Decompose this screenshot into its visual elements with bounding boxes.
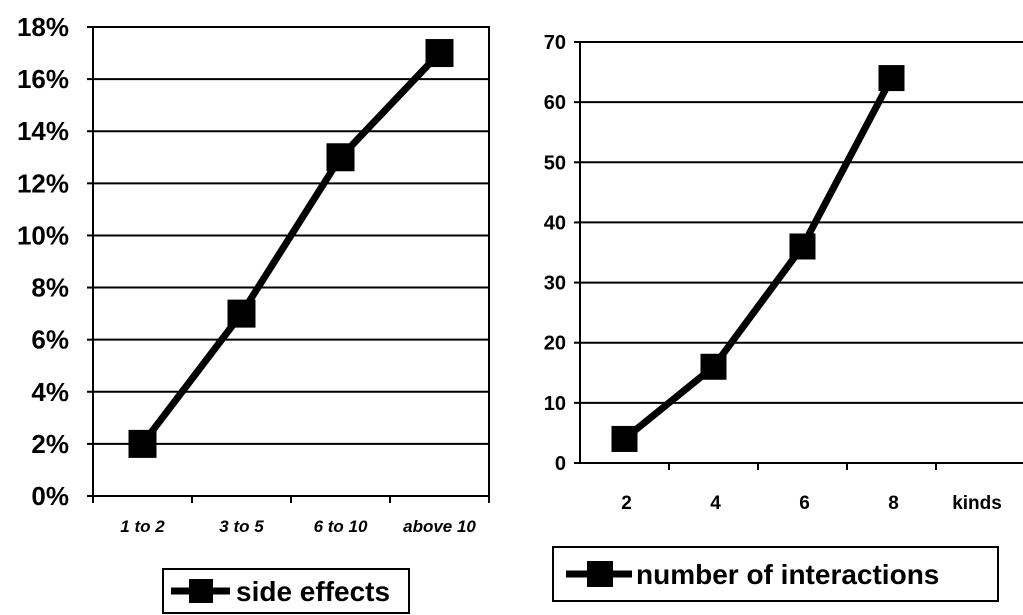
y-tick-label: 18% [17,12,69,42]
axes [579,42,1023,464]
y-tick-label: 70 [544,32,566,54]
data-point [611,425,638,452]
legend-label: side effects [236,576,390,607]
y-tick-label: 6% [31,325,69,355]
y-tick-label: 14% [17,116,69,146]
series-line [139,50,443,447]
x-tick-label: 3 to 5 [219,517,264,536]
data-point [128,429,157,458]
y-tick-label: 12% [17,168,69,198]
side-effects-chart: 0% 2% 4% 6% 8% 10% 12% 14% 16% 18% 1 to 2 3 to 5 6 … [17,12,490,614]
data-point [425,39,454,68]
data-point [878,65,905,92]
x-axis-unit-label: kinds [952,493,1002,514]
series-side-effects [128,39,454,458]
x-axis-ticks: 1 to 2 3 to 5 6 to 10 above 10 [92,496,490,536]
x-tick-label: 2 [621,493,632,514]
data-point [326,143,355,172]
series-line [622,76,895,442]
legend-marker-swatch [189,579,213,603]
x-tick-label: 4 [710,493,721,514]
series-number-of-interactions [611,65,905,452]
x-tick-label: above 10 [403,517,476,536]
x-tick-label: 6 to 10 [314,517,368,536]
y-tick-label: 20 [544,333,566,355]
data-point [789,233,816,260]
gridlines [580,41,1023,404]
data-point [700,353,727,380]
y-tick-label: 10 [544,393,566,415]
y-tick-label: 16% [17,64,69,94]
y-tick-label: 50 [544,152,566,174]
y-tick-label: 2% [31,429,69,459]
legend: number of interactions [552,546,999,602]
legend: side effects [162,568,410,614]
x-tick-label: 8 [888,493,899,514]
y-tick-label: 60 [544,92,566,114]
y-tick-label: 30 [544,273,566,295]
y-tick-label: 10% [17,220,69,250]
legend-marker-swatch [587,561,613,587]
y-tick-label: 4% [31,377,69,407]
y-tick-label: 0 [555,453,566,475]
data-point [227,299,256,328]
y-tick-label: 0% [31,481,69,511]
y-tick-label: 40 [544,212,566,234]
x-tick-label: 1 to 2 [120,517,165,536]
interactions-chart: 0 10 20 30 40 50 60 70 2 4 6 8 kinds number of inte… [544,32,1023,602]
y-axis-ticks: 0% 2% 4% 6% 8% 10% 12% 14% 16% 18% [17,12,93,511]
y-tick-label: 8% [31,273,69,303]
x-axis-ticks: 2 4 6 8 kinds [621,463,1002,514]
y-axis-ticks: 0 10 20 30 40 50 60 70 [544,32,580,475]
legend-label: number of interactions [636,559,939,590]
x-tick-label: 6 [799,493,810,514]
